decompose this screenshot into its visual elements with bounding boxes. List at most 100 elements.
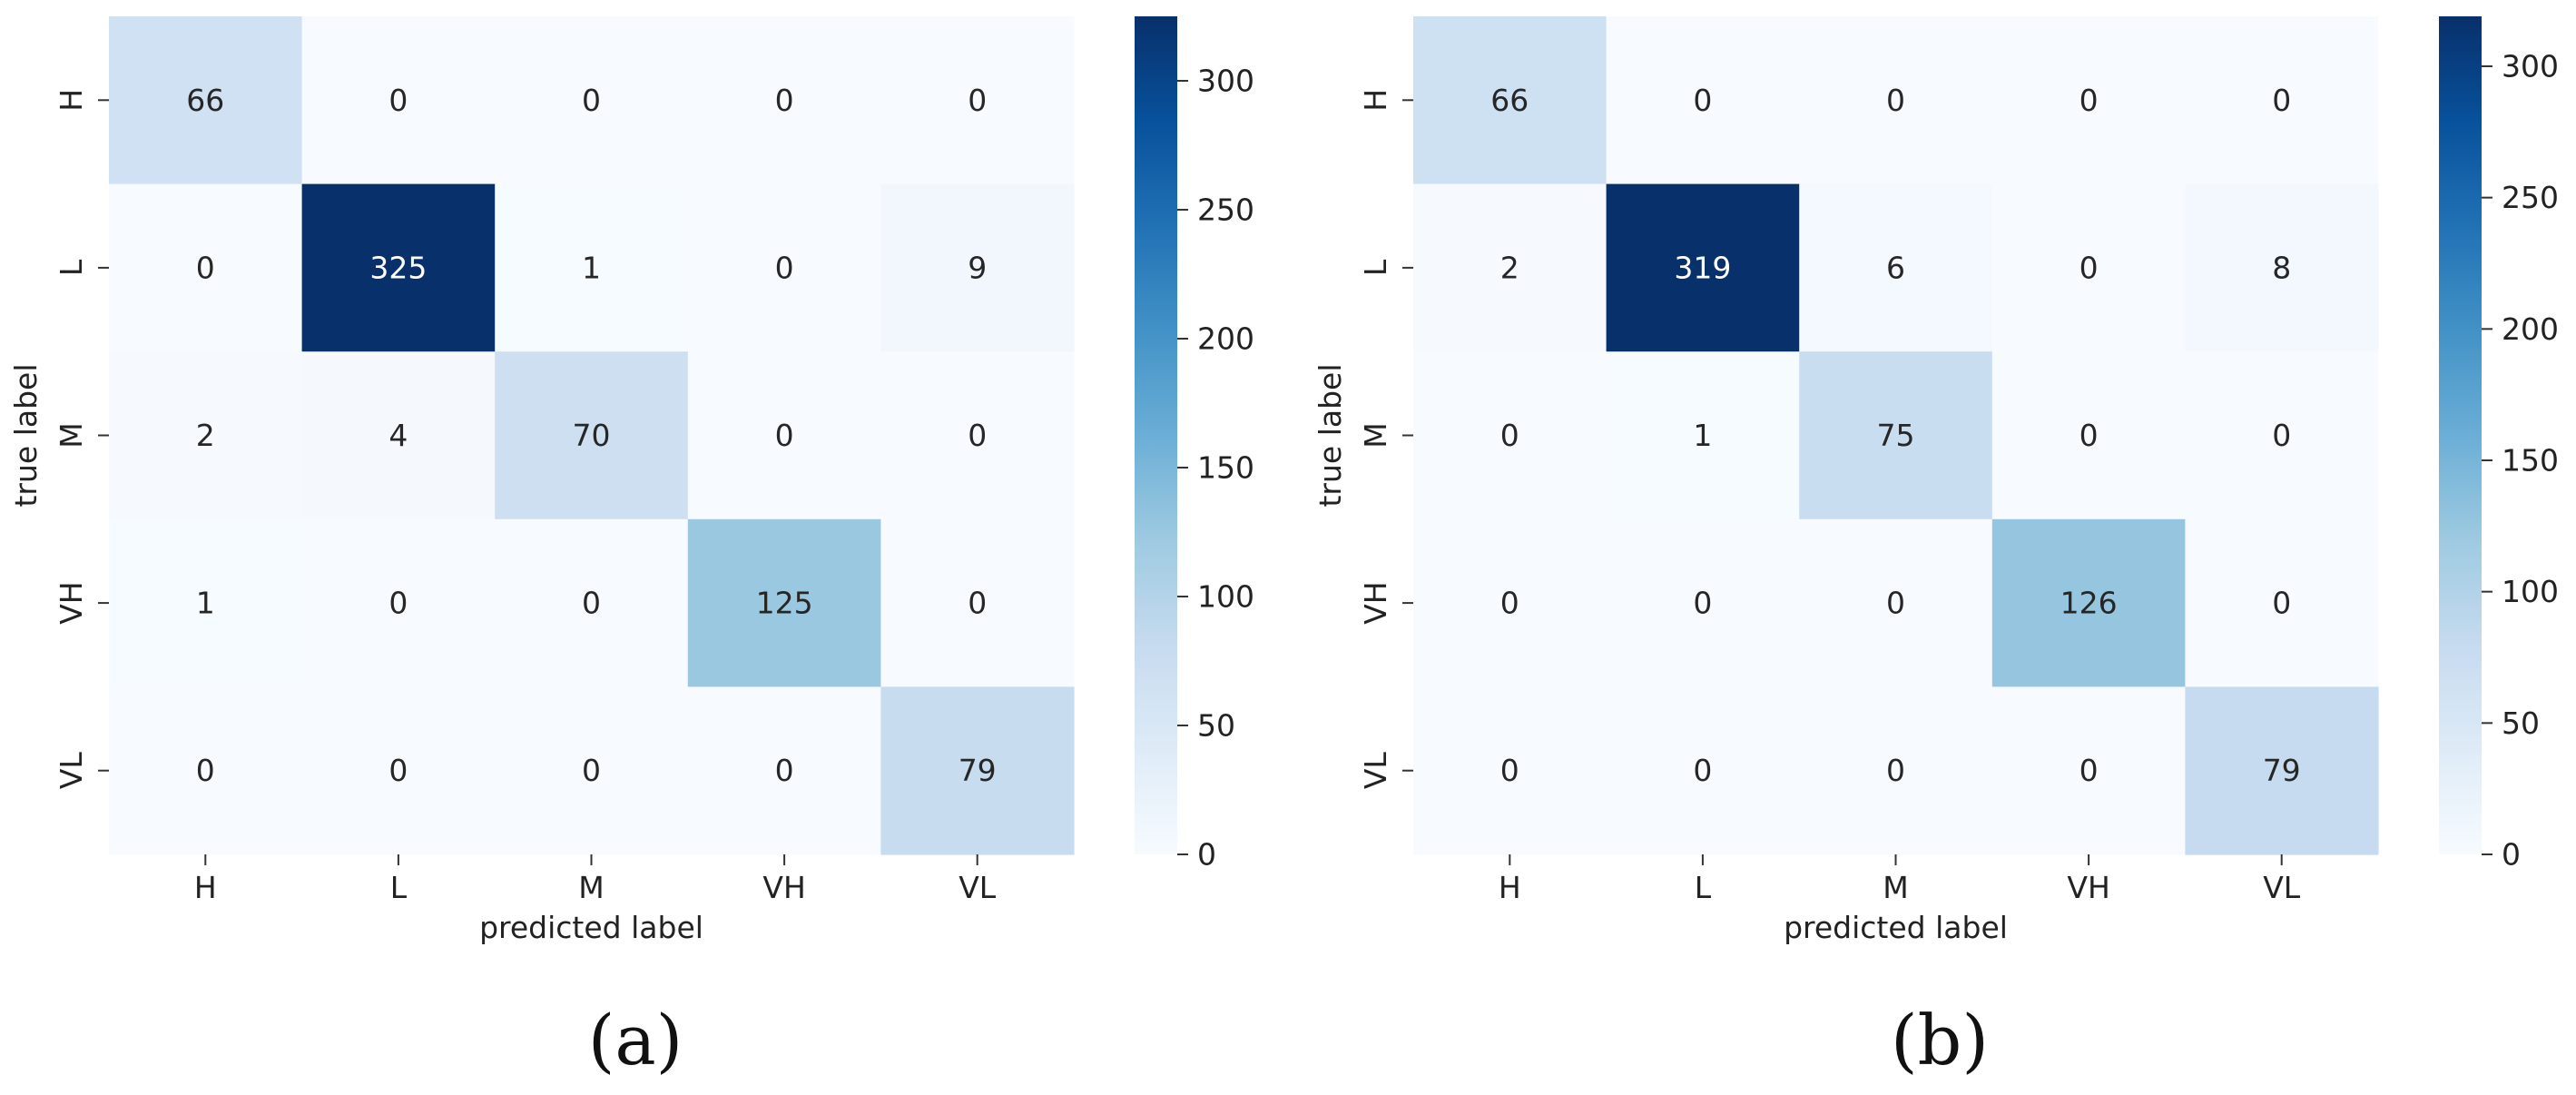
cell-value-label: 0 bbox=[968, 83, 987, 118]
panel-label: (b) bbox=[1891, 1000, 1989, 1080]
panel-label: (a) bbox=[588, 1000, 683, 1080]
heatmap-cell-VL-VL bbox=[2185, 686, 2379, 855]
cell-value-label: 0 bbox=[1500, 753, 1519, 788]
x-tick-label: H bbox=[194, 870, 217, 905]
cell-value-label: 0 bbox=[388, 83, 408, 118]
heatmap-cell-VL-M bbox=[495, 686, 689, 855]
heatmap-cell-L-VL bbox=[2185, 183, 2379, 352]
cell-value-label: 0 bbox=[388, 586, 408, 621]
colorbar-tick-label: 300 bbox=[1197, 64, 1254, 99]
y-tick-label: M bbox=[54, 422, 89, 448]
heatmap-cell-VH-M bbox=[1799, 518, 1993, 687]
heatmap-cell-M-VH bbox=[1991, 351, 2186, 520]
heatmap-cell-VL-VH bbox=[1991, 686, 2186, 855]
cell-value-label: 0 bbox=[1500, 586, 1519, 621]
heatmap-cell-VL-VH bbox=[687, 686, 881, 855]
y-axis-title: true label bbox=[1313, 363, 1348, 507]
cell-value-label: 0 bbox=[775, 418, 794, 453]
cell-value-label: 1 bbox=[1693, 418, 1712, 453]
cell-value-label: 66 bbox=[1490, 83, 1529, 118]
heatmap-cell-VH-L bbox=[301, 518, 496, 687]
colorbar bbox=[2439, 16, 2482, 854]
cell-value-label: 0 bbox=[1500, 418, 1519, 453]
cell-value-label: 0 bbox=[388, 753, 408, 788]
heatmap-cell-H-M bbox=[1799, 16, 1993, 185]
heatmap-cell-M-VH bbox=[687, 351, 881, 520]
panel-a: 66 0 0 0 00 325 1 0 92 4 70 0 01 0 0 125 00 0 0 0 79H L M VH VLH… bbox=[8, 16, 1254, 1080]
cell-value-label: 125 bbox=[756, 586, 813, 621]
cell-value-label: 2 bbox=[1500, 250, 1519, 285]
cell-value-label: 0 bbox=[1886, 83, 1905, 118]
x-tick-label: VH bbox=[762, 870, 805, 905]
heatmap-cell-L-H bbox=[1413, 183, 1608, 352]
cell-value-label: 0 bbox=[2272, 83, 2291, 118]
cell-value-label: 79 bbox=[959, 753, 997, 788]
colorbar-tick-label: 200 bbox=[1197, 321, 1254, 357]
cell-value-label: 75 bbox=[1877, 418, 1915, 453]
x-tick-label: VH bbox=[2067, 870, 2109, 905]
heatmap-cell-L-M bbox=[1799, 183, 1993, 352]
colorbar-tick-label: 50 bbox=[2502, 705, 2540, 741]
heatmap-cell-L-M bbox=[495, 183, 689, 352]
heatmap-cell-L-VH bbox=[1991, 183, 2186, 352]
colorbar-tick-label: 150 bbox=[1197, 450, 1254, 486]
cell-value-label: 2 bbox=[196, 418, 215, 453]
x-tick-label: M bbox=[1883, 870, 1908, 905]
cell-value-label: 0 bbox=[582, 83, 601, 118]
heatmap-cell-L-VL bbox=[880, 183, 1075, 352]
cell-value-label: 0 bbox=[1693, 586, 1712, 621]
x-tick-label: VL bbox=[959, 870, 997, 905]
cell-value-label: 0 bbox=[582, 753, 601, 788]
cell-value-label: 126 bbox=[2060, 586, 2118, 621]
cell-value-label: 0 bbox=[1693, 753, 1712, 788]
x-tick-label: M bbox=[578, 870, 604, 905]
colorbar-tick-label: 250 bbox=[2502, 180, 2559, 215]
colorbar-tick-label: 250 bbox=[1197, 192, 1254, 228]
heatmap-cell-L-H bbox=[109, 183, 303, 352]
heatmap-cell-H-H bbox=[1413, 16, 1608, 185]
cell-value-label: 0 bbox=[2079, 83, 2099, 118]
heatmap-cell-VH-VH bbox=[1991, 518, 2186, 687]
cell-value-label: 0 bbox=[775, 250, 794, 285]
panel-b: 66 0 0 0 0 2 319 6 0 8 0 1 75 0 0 0 0 0 126 0 0 0 0 0 79 H L M VH VL H… bbox=[1313, 16, 2559, 1080]
y-tick-label: H bbox=[54, 89, 89, 112]
cell-value-label: 0 bbox=[1693, 83, 1712, 118]
heatmap-cell-VH-VL bbox=[880, 518, 1075, 687]
cell-value-label: 6 bbox=[1886, 250, 1905, 285]
cell-value-label: 0 bbox=[1886, 753, 1905, 788]
y-tick-label: VH bbox=[1358, 581, 1393, 624]
x-axis-title: predicted label bbox=[1784, 910, 2008, 945]
colorbar-tick-label: 100 bbox=[1197, 579, 1254, 615]
heatmap-cell-L-L bbox=[1606, 183, 1800, 352]
cell-value-label: 0 bbox=[582, 586, 601, 621]
heatmap-cell-VL-L bbox=[1606, 686, 1800, 855]
cell-value-label: 9 bbox=[968, 250, 987, 285]
y-tick-label: VL bbox=[54, 752, 89, 790]
heatmap-cell-M-VL bbox=[2185, 351, 2379, 520]
cell-value-label: 66 bbox=[186, 83, 224, 118]
heatmap-cell-VH-H bbox=[1413, 518, 1608, 687]
cell-value-label: 4 bbox=[388, 418, 408, 453]
heatmap-cell-VL-H bbox=[109, 686, 303, 855]
heatmap-cell-M-H bbox=[109, 351, 303, 520]
heatmap-cell-L-L bbox=[301, 183, 496, 352]
heatmap-cell-VH-VH bbox=[687, 518, 881, 687]
heatmap-cell-H-VL bbox=[2185, 16, 2379, 185]
y-tick-label: VL bbox=[1358, 752, 1393, 790]
x-tick-label: H bbox=[1499, 870, 1521, 905]
colorbar-tick-label: 300 bbox=[2502, 48, 2559, 84]
y-tick-label: M bbox=[1358, 422, 1393, 448]
cell-value-label: 70 bbox=[573, 418, 611, 453]
cell-value-label: 325 bbox=[369, 250, 427, 285]
heatmap-cell-M-M bbox=[1799, 351, 1993, 520]
heatmap-cell-M-M bbox=[495, 351, 689, 520]
cell-value-label: 79 bbox=[2263, 753, 2301, 788]
heatmap-cell-VH-M bbox=[495, 518, 689, 687]
cell-value-label: 1 bbox=[196, 586, 215, 621]
cell-value-label: 0 bbox=[2079, 753, 2099, 788]
heatmap-cell-VH-H bbox=[109, 518, 303, 687]
colorbar-tick-label: 150 bbox=[2502, 442, 2559, 478]
cell-value-label: 319 bbox=[1674, 250, 1731, 285]
y-axis-title: true label bbox=[8, 363, 44, 507]
